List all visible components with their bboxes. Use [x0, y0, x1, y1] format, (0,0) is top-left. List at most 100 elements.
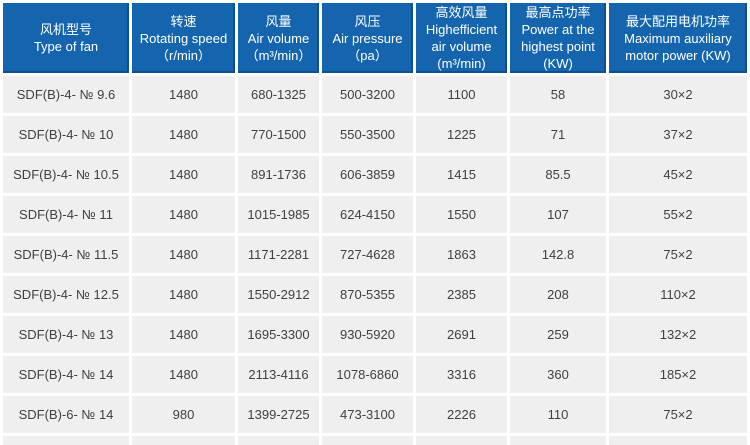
- cell-8-3: 473-3100: [322, 396, 413, 433]
- column-header-4-line-0: 高效风量: [435, 5, 488, 20]
- cell-6-2: 1695-3300: [238, 316, 319, 353]
- cropped-cell-6: [609, 436, 747, 445]
- column-header-2-line-1: Air volume: [247, 30, 310, 46]
- table-row-4: SDF(B)-4- № 11.5 1480 1171-2281 727-4628 186…: [3, 236, 747, 273]
- cell-8-0: SDF(B)-6- № 14: [3, 396, 129, 433]
- cell-1-5: 71: [510, 116, 606, 153]
- cell-0-3: 500-3200: [322, 76, 413, 113]
- cell-5-4: 2385: [416, 276, 507, 313]
- cell-8-6: 75×2: [609, 396, 747, 433]
- cell-4-2: 1171-2281: [238, 236, 319, 273]
- cell-5-3: 870-5355: [322, 276, 413, 313]
- table-row-2: SDF(B)-4- № 10.5 1480 891-1736 606-3859 1415…: [3, 156, 747, 193]
- cell-1-1: 1480: [132, 116, 235, 153]
- column-header-1-line-1: Rotating speed: [139, 30, 228, 46]
- cell-7-5: 360: [510, 356, 606, 393]
- cell-2-4: 1415: [416, 156, 507, 193]
- table-row-6: SDF(B)-4- № 13 1480 1695-3300 930-5920 2691 2…: [3, 316, 747, 353]
- table-row-1: SDF(B)-4- № 10 1480 770-1500 550-3500 1225 71…: [3, 116, 747, 153]
- cell-6-0: SDF(B)-4- № 13: [3, 316, 129, 353]
- cell-2-1: 1480: [132, 156, 235, 193]
- column-header-4-line-1: Highefficient: [425, 22, 498, 37]
- cell-1-0: SDF(B)-4- № 10: [3, 116, 129, 153]
- cell-4-3: 727-4628: [322, 236, 413, 273]
- cell-7-3: 1078-6860: [322, 356, 413, 393]
- table-header: 风机型号 Type of fan 转速 Rotating speed （r/min） 风量…: [3, 3, 747, 73]
- cell-3-2: 1015-1985: [238, 196, 319, 233]
- cell-0-2: 680-1325: [238, 76, 319, 113]
- column-header-3: 风压 Air pressure （pa）: [322, 3, 413, 73]
- cell-3-0: SDF(B)-4- № 11: [3, 196, 129, 233]
- cropped-cell-5: [510, 436, 606, 445]
- cell-7-2: 2113-4116: [238, 356, 319, 393]
- cell-8-5: 110: [510, 396, 606, 433]
- column-header-0-line-1: Type of fan: [33, 39, 99, 54]
- cell-8-4: 2226: [416, 396, 507, 433]
- cell-0-6: 30×2: [609, 76, 747, 113]
- column-header-3-line-2: （pa）: [347, 47, 388, 63]
- column-header-3-line-0: 风压: [354, 13, 381, 29]
- column-header-5: 最高点功率 Power at the highest point (KW): [510, 3, 606, 73]
- cell-1-6: 37×2: [609, 116, 747, 153]
- column-header-5-line-3: (KW): [543, 56, 573, 71]
- cell-3-4: 1550: [416, 196, 507, 233]
- cell-4-5: 142.8: [510, 236, 606, 273]
- cell-1-3: 550-3500: [322, 116, 413, 153]
- cropped-cell-4: [416, 436, 507, 445]
- cell-7-0: SDF(B)-4- № 14: [3, 356, 129, 393]
- table-row-0: SDF(B)-4- № 9.6 1480 680-1325 500-3200 1100 5…: [3, 76, 747, 113]
- cell-6-5: 259: [510, 316, 606, 353]
- cell-4-4: 1863: [416, 236, 507, 273]
- cell-0-1: 1480: [132, 76, 235, 113]
- cropped-cell-0: [3, 436, 129, 445]
- column-header-5-line-1: Power at the: [521, 22, 595, 37]
- cell-7-6: 185×2: [609, 356, 747, 393]
- column-header-2-line-0: 风量: [265, 13, 292, 29]
- column-header-0-line-0: 风机型号: [39, 22, 92, 37]
- cell-7-1: 1480: [132, 356, 235, 393]
- column-header-1: 转速 Rotating speed （r/min）: [132, 3, 235, 73]
- cell-1-4: 1225: [416, 116, 507, 153]
- cell-0-5: 58: [510, 76, 606, 113]
- cell-2-6: 45×2: [609, 156, 747, 193]
- column-header-6-line-0: 最大配用电机功率: [625, 13, 730, 29]
- cropped-cell-1: [132, 436, 235, 445]
- cell-1-2: 770-1500: [238, 116, 319, 153]
- column-header-1-line-0: 转速: [170, 13, 197, 29]
- column-header-6-line-1: Maximum auxiliary: [624, 30, 732, 46]
- cell-3-6: 55×2: [609, 196, 747, 233]
- cell-6-4: 2691: [416, 316, 507, 353]
- table-row-5: SDF(B)-4- № 12.5 1480 1550-2912 870-5355 238…: [3, 276, 747, 313]
- cell-5-1: 1480: [132, 276, 235, 313]
- cell-0-0: SDF(B)-4- № 9.6: [3, 76, 129, 113]
- column-header-1-line-2: （r/min）: [156, 47, 211, 63]
- column-header-0: 风机型号 Type of fan: [3, 3, 129, 73]
- cell-3-5: 107: [510, 196, 606, 233]
- cell-3-3: 624-4150: [322, 196, 413, 233]
- table-row-3: SDF(B)-4- № 11 1480 1015-1985 624-4150 1550 1…: [3, 196, 747, 233]
- cropped-cell-2: [238, 436, 319, 445]
- cell-0-4: 1100: [416, 76, 507, 113]
- cell-5-5: 208: [510, 276, 606, 313]
- column-header-6-line-2: motor power (KW): [625, 47, 731, 63]
- column-header-2: 风量 Air volume （m³/min）: [238, 3, 319, 73]
- cell-8-1: 980: [132, 396, 235, 433]
- column-header-4-line-3: (m³/min): [437, 56, 486, 71]
- cell-5-0: SDF(B)-4- № 12.5: [3, 276, 129, 313]
- cell-5-6: 110×2: [609, 276, 747, 313]
- cropped-row: [3, 436, 747, 445]
- table-row-8: SDF(B)-6- № 14 980 1399-2725 473-3100 2226 11…: [3, 396, 747, 433]
- cell-2-5: 85.5: [510, 156, 606, 193]
- cell-6-6: 132×2: [609, 316, 747, 353]
- column-header-6: 最大配用电机功率 Maximum auxiliary motor power (KW…: [609, 3, 747, 73]
- cropped-cell-3: [322, 436, 413, 445]
- column-header-3-line-1: Air pressure: [332, 30, 403, 46]
- column-header-5-line-0: 最高点功率: [525, 5, 591, 20]
- column-header-2-line-2: （m³/min）: [245, 47, 312, 63]
- cell-4-6: 75×2: [609, 236, 747, 273]
- cell-8-2: 1399-2725: [238, 396, 319, 433]
- table-row-7: SDF(B)-4- № 14 1480 2113-4116 1078-6860 3316…: [3, 356, 747, 393]
- header-row: 风机型号 Type of fan 转速 Rotating speed （r/min） 风量…: [3, 3, 747, 73]
